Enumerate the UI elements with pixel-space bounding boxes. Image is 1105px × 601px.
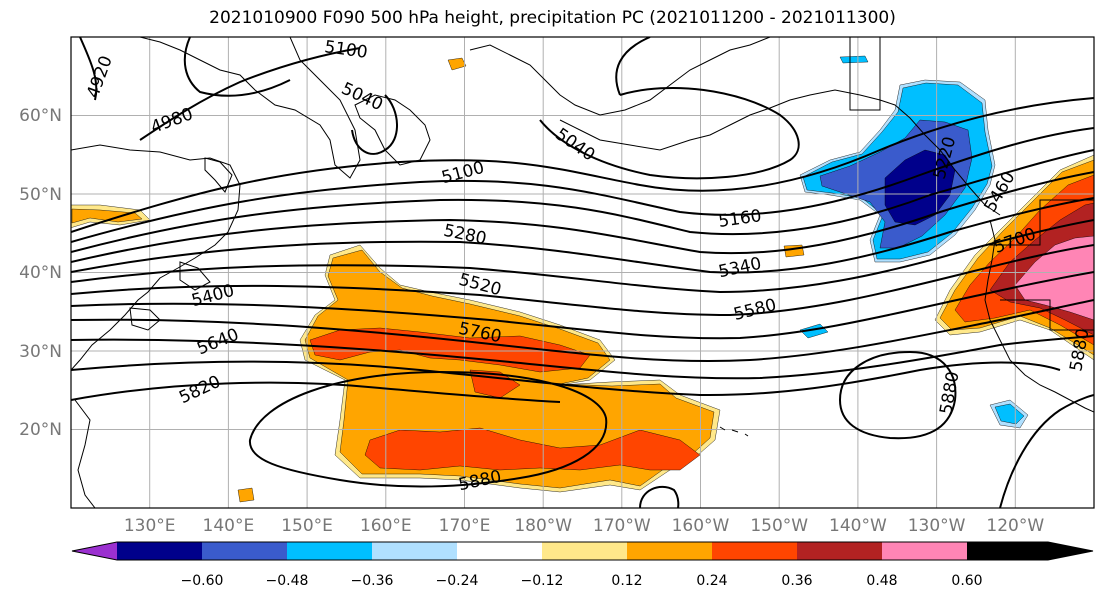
longitude-tick-label: 150°E — [281, 516, 333, 536]
colorbar-tick-label: 0.60 — [951, 573, 982, 589]
colorbar-bin — [627, 542, 712, 560]
colorbar-tick-label: −0.36 — [351, 573, 394, 589]
chart-title: 2021010900 F090 500 hPa height, precipit… — [209, 8, 896, 28]
colorbar-tick-label: −0.24 — [436, 573, 479, 589]
colorbar-bin — [287, 542, 372, 560]
latitude-tick-label: 60°N — [19, 106, 62, 126]
colorbar-bin — [712, 542, 797, 560]
latitude-tick-label: 20°N — [19, 420, 62, 440]
latitude-tick-label: 50°N — [19, 185, 62, 205]
latitude-axis: 20°N 30°N 40°N 50°N 60°N — [19, 106, 62, 440]
map-frame — [70, 36, 1095, 509]
colorbar-bin — [457, 542, 542, 560]
latitude-tick-label: 40°N — [19, 263, 62, 283]
longitude-tick-label: 130°E — [124, 516, 176, 536]
colorbar-tick-label: 0.48 — [866, 573, 897, 589]
longitude-tick-label: 130°W — [908, 516, 966, 536]
map-gridlines — [71, 37, 1094, 508]
longitude-axis: 130°E 140°E 150°E 160°E 170°E 180°W 170°… — [124, 516, 1045, 536]
colorbar-tick-label: −0.60 — [181, 573, 224, 589]
colorbar-tick-label: 0.12 — [611, 573, 642, 589]
colorbar-extend-min — [72, 542, 117, 560]
precip-positive-shading — [71, 57, 1094, 503]
longitude-tick-label: 150°W — [750, 516, 808, 536]
map-plot-area — [71, 37, 1094, 508]
longitude-tick-label: 160°E — [360, 516, 412, 536]
colorbar: −0.60 −0.48 −0.36 −0.24 −0.12 0.12 0.24 … — [71, 541, 1094, 589]
colorbar-extend-max — [967, 542, 1093, 560]
coastlines — [71, 37, 1094, 508]
longitude-tick-label: 180°W — [514, 516, 572, 536]
colorbar-bin — [117, 542, 202, 560]
colorbar-bin — [202, 542, 287, 560]
longitude-tick-label: 160°W — [672, 516, 730, 536]
colorbar-tick-label: −0.48 — [266, 573, 309, 589]
colorbar-bin — [372, 542, 457, 560]
longitude-tick-label: 170°E — [439, 516, 491, 536]
height-contours — [71, 37, 1094, 508]
colorbar-bin — [882, 542, 967, 560]
longitude-tick-label: 120°W — [986, 516, 1044, 536]
colorbar-tick-label: 0.36 — [781, 573, 812, 589]
longitude-tick-label: 140°E — [203, 516, 255, 536]
colorbar-tick-label: 0.24 — [696, 573, 727, 589]
colorbar-bin — [542, 542, 627, 560]
latitude-tick-label: 30°N — [19, 342, 62, 362]
longitude-tick-label: 140°W — [829, 516, 887, 536]
longitude-tick-label: 170°W — [593, 516, 651, 536]
colorbar-bin — [797, 542, 882, 560]
colorbar-tick-label: −0.12 — [521, 573, 564, 589]
